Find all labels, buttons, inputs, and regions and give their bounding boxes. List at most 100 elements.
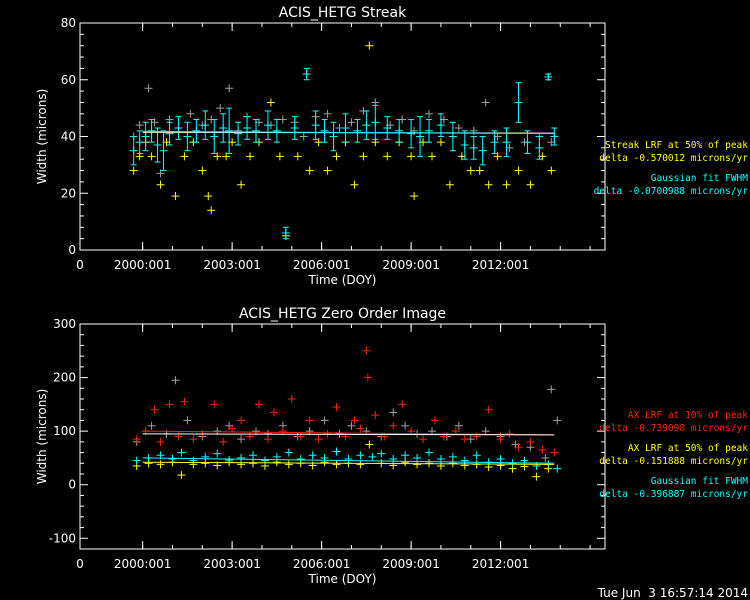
- data-point: [311, 110, 320, 140]
- legend-entry-delta: delta -0.396887 microns/yr: [599, 489, 748, 500]
- x-tick-label: 0: [76, 258, 84, 272]
- fit-line: [142, 457, 555, 464]
- data-point: [359, 152, 368, 161]
- data-point: [541, 453, 550, 462]
- data-point: [174, 116, 183, 140]
- data-point: [460, 456, 469, 465]
- y-tick-label: 300: [53, 317, 76, 331]
- data-point: [171, 376, 180, 385]
- data-point: [129, 136, 138, 166]
- data-point: [165, 121, 174, 146]
- y-tick-label: 40: [61, 130, 76, 144]
- data-point: [407, 118, 416, 149]
- data-point: [189, 435, 198, 444]
- data-point: [514, 166, 523, 175]
- fit-line: [142, 433, 555, 436]
- data-point: [460, 130, 469, 160]
- data-point: [272, 118, 281, 143]
- data-point: [362, 346, 371, 355]
- data-point: [201, 110, 210, 140]
- y-tick-label: -100: [49, 531, 76, 545]
- data-point: [290, 116, 299, 140]
- x-tick-label: 2006:001: [293, 557, 351, 571]
- data-point: [460, 435, 469, 444]
- data-point: [484, 405, 493, 414]
- data-point: [278, 115, 287, 124]
- chart-title: ACIS_HETG Streak: [279, 5, 407, 21]
- data-point: [430, 416, 439, 425]
- data-point: [249, 451, 258, 460]
- data-point: [246, 152, 255, 161]
- data-point: [198, 166, 207, 175]
- data-point: [344, 455, 353, 463]
- legend-entry-title: AX LRF at 50% of peak: [628, 443, 748, 454]
- data-point: [296, 455, 305, 463]
- x-tick-label: 2009:001: [382, 258, 440, 272]
- x-tick-label: 2012:001: [472, 258, 530, 272]
- data-point: [484, 180, 493, 189]
- data-point: [186, 109, 195, 118]
- data-point: [332, 447, 341, 456]
- data-point: [335, 429, 344, 438]
- data-point: [496, 455, 505, 463]
- x-axis-label: Time (DOY): [308, 572, 377, 586]
- data-point: [156, 460, 165, 469]
- data-point: [129, 166, 138, 175]
- legend-entry-delta: delta -0.151888 microns/yr: [599, 456, 748, 467]
- data-point: [144, 84, 153, 93]
- data-point: [284, 448, 293, 457]
- data-point: [210, 118, 219, 155]
- data-point: [356, 451, 365, 460]
- legend-entry-delta: delta -0.739098 microns/yr: [599, 423, 748, 434]
- data-point: [320, 118, 329, 143]
- x-tick-label: 0: [76, 557, 84, 571]
- data-point: [147, 152, 156, 161]
- data-point: [168, 455, 177, 463]
- data-point: [305, 166, 314, 175]
- data-point: [180, 397, 189, 406]
- y-tick-label: 0: [68, 243, 76, 257]
- data-point: [413, 453, 422, 462]
- data-point: [302, 67, 311, 81]
- data-point: [383, 152, 392, 161]
- data-point: [454, 421, 463, 430]
- data-point: [371, 411, 380, 420]
- chart-title: ACIS_HETG Zero Order Image: [239, 306, 446, 322]
- data-point: [523, 130, 532, 155]
- data-point: [225, 107, 234, 155]
- legend-entry-delta: delta -0.0700988 microns/yr: [594, 186, 749, 197]
- data-point: [401, 421, 410, 430]
- data-point: [237, 416, 246, 425]
- data-point: [445, 180, 454, 189]
- data-point: [207, 206, 216, 215]
- data-point: [538, 445, 547, 454]
- y-tick-label: 200: [53, 371, 76, 385]
- data-point: [293, 152, 302, 161]
- data-point: [427, 152, 436, 161]
- x-tick-label: 2003:001: [203, 258, 261, 272]
- data-point: [368, 452, 377, 461]
- data-point: [341, 432, 350, 441]
- data-point: [284, 460, 293, 469]
- data-point: [192, 118, 201, 143]
- data-point: [365, 440, 374, 449]
- data-point: [425, 448, 434, 457]
- data-point: [347, 118, 356, 127]
- data-point: [448, 452, 457, 461]
- data-point: [251, 118, 260, 143]
- data-point: [454, 123, 463, 132]
- legend-entry-title: Gaussian fit FWHM: [651, 173, 749, 184]
- data-point: [410, 192, 419, 201]
- fit-line: [142, 461, 555, 465]
- data-point: [553, 464, 562, 473]
- x-axis-label: Time (DOY): [308, 273, 377, 287]
- y-axis-label: Width (microns): [35, 389, 49, 485]
- data-point: [216, 104, 225, 113]
- x-tick-label: 2009:001: [382, 557, 440, 571]
- data-point: [347, 421, 356, 430]
- data-point: [505, 429, 514, 438]
- data-point: [219, 113, 228, 143]
- data-point: [526, 180, 535, 189]
- data-point: [225, 84, 234, 93]
- data-point: [183, 121, 192, 152]
